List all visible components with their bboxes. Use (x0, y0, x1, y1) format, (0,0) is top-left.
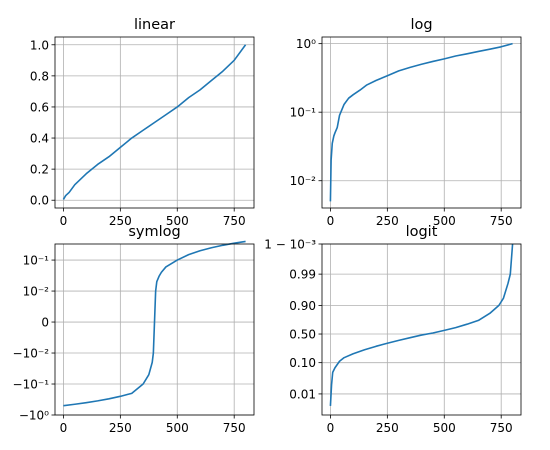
x-tick-label: 500 (166, 421, 189, 435)
x-tick-label: 0 (327, 214, 335, 228)
x-tick-label: 0 (60, 421, 68, 435)
y-tick-label: 0.99 (289, 268, 316, 282)
subplot-symlog: 0 250 500 750 −10⁰ −10⁻¹ −10⁻² 0 10⁻² 10⁻¹ symlog (13, 224, 255, 435)
y-tick-label: 1 − 10⁻³ (264, 238, 316, 252)
subplot-log: 0 250 500 750 10⁻² 10⁻¹ 10⁰ log (290, 17, 522, 228)
y-tick-label: 0.10 (289, 356, 316, 370)
x-tick-label: 750 (223, 421, 246, 435)
y-tick-label: 0.0 (30, 194, 49, 208)
y-tick-label: 10⁻² (290, 174, 317, 188)
subplot-title: logit (406, 224, 438, 240)
x-tick-label: 250 (109, 214, 132, 228)
axes-frame (321, 243, 522, 416)
y-tick-label: −10⁻¹ (13, 378, 50, 392)
x-tick-label: 750 (490, 421, 513, 435)
x-tick-label: 250 (376, 421, 399, 435)
y-tick-label: 0.2 (30, 163, 49, 177)
x-tick-label: 750 (490, 214, 513, 228)
subplot-logit: 0 250 500 750 0.01 0.10 0.50 0.90 0.99 1 − 10⁻³ lo… (264, 224, 522, 435)
y-tick-label: 10⁰ (296, 37, 316, 51)
x-tick-label: 250 (376, 214, 399, 228)
y-tick-label: 1.0 (30, 38, 49, 52)
y-tick-label: 10⁻¹ (23, 254, 50, 268)
y-tick-label: 0.4 (30, 132, 49, 146)
y-tick-label: 0.50 (289, 328, 316, 342)
subplot-title: linear (134, 17, 175, 33)
series-line (63, 240, 246, 407)
series-line (329, 243, 514, 406)
x-tick-label: 500 (433, 421, 456, 435)
y-tick-label: −10⁻² (13, 347, 50, 361)
y-tick-label: 0.8 (30, 69, 49, 83)
x-tick-label: 500 (433, 214, 456, 228)
y-tick-label: 0.6 (30, 100, 49, 114)
subplot-title: symlog (128, 224, 180, 240)
y-tick-label: −10⁰ (19, 409, 49, 423)
subplot-linear: 0 250 500 750 0.0 0.2 0.4 0.6 0.8 1.0 linear (30, 17, 255, 228)
axes-frame (321, 36, 522, 209)
series-line (62, 44, 247, 200)
y-tick-label: 0.01 (289, 387, 316, 401)
x-tick-label: 250 (109, 421, 132, 435)
axes-frame (54, 36, 255, 209)
x-tick-label: 500 (166, 214, 189, 228)
x-tick-label: 750 (223, 214, 246, 228)
series-line (329, 42, 513, 202)
x-tick-label: 0 (60, 214, 68, 228)
y-tick-label: 0.90 (289, 299, 316, 313)
x-tick-label: 0 (327, 421, 335, 435)
subplot-title: log (410, 17, 432, 33)
axes-frame (54, 243, 255, 416)
y-tick-label: 0 (41, 316, 49, 330)
y-tick-label: 10⁻¹ (290, 106, 317, 120)
y-tick-label: 10⁻² (23, 285, 50, 299)
